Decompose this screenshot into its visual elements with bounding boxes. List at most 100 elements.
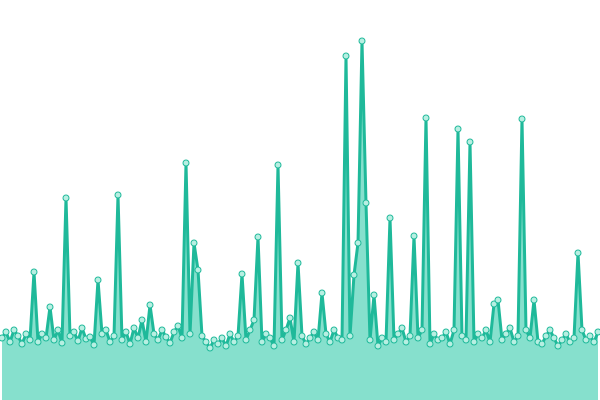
point (590, 338, 598, 346)
point (470, 338, 478, 346)
point (522, 326, 530, 334)
point (354, 239, 362, 247)
point (306, 334, 314, 342)
point (90, 341, 98, 349)
point (326, 338, 334, 346)
point (42, 334, 50, 342)
point (542, 332, 550, 340)
point (430, 330, 438, 338)
point (390, 336, 398, 344)
point (402, 338, 410, 346)
point (454, 125, 462, 133)
point (466, 138, 474, 146)
point (178, 334, 186, 342)
point (398, 324, 406, 332)
point (338, 336, 346, 344)
point (6, 338, 14, 346)
point (298, 332, 306, 340)
point (242, 336, 250, 344)
point (582, 336, 590, 344)
point (478, 334, 486, 342)
point (2, 328, 10, 336)
point (446, 340, 454, 348)
point (586, 332, 594, 340)
point (278, 336, 286, 344)
point (66, 332, 74, 340)
point (358, 37, 366, 45)
point (162, 333, 170, 341)
point (262, 330, 270, 338)
point (558, 336, 566, 344)
point (530, 296, 538, 304)
point (254, 233, 262, 241)
point (218, 334, 226, 342)
point (62, 194, 70, 202)
point (490, 300, 498, 308)
point (126, 340, 134, 348)
point (110, 332, 118, 340)
point (78, 324, 86, 332)
point (414, 334, 422, 342)
point (474, 330, 482, 338)
point (138, 316, 146, 324)
point (378, 334, 386, 342)
point (0, 334, 6, 342)
point (146, 301, 154, 309)
point (246, 326, 254, 334)
point (318, 289, 326, 297)
point (134, 334, 142, 342)
point (538, 340, 546, 348)
point (170, 328, 178, 336)
point (230, 338, 238, 346)
point (346, 332, 354, 340)
point (202, 338, 210, 346)
point (266, 334, 274, 342)
point (550, 334, 558, 342)
point (506, 324, 514, 332)
point (34, 338, 42, 346)
point (342, 52, 350, 60)
point (518, 115, 526, 123)
point (486, 338, 494, 346)
point (570, 334, 578, 342)
point (502, 330, 510, 338)
point (482, 326, 490, 334)
point (182, 159, 190, 167)
point (330, 326, 338, 334)
point (510, 338, 518, 346)
point (22, 330, 30, 338)
point (294, 259, 302, 267)
point (234, 332, 242, 340)
point (494, 296, 502, 304)
point (366, 336, 374, 344)
point (118, 336, 126, 344)
point (74, 337, 82, 345)
point (222, 342, 230, 350)
point (410, 232, 418, 240)
point (370, 291, 378, 299)
point (426, 340, 434, 348)
point (122, 328, 130, 336)
point (438, 334, 446, 342)
point (458, 332, 466, 340)
point (26, 336, 34, 344)
point (270, 342, 278, 350)
point (102, 326, 110, 334)
point (498, 336, 506, 344)
point (18, 340, 26, 348)
point (578, 326, 586, 334)
point (258, 338, 266, 346)
point (106, 338, 114, 346)
point (186, 330, 194, 338)
area-line (0, 39, 600, 350)
point (50, 336, 58, 344)
point (566, 338, 574, 346)
point (406, 332, 414, 340)
point (142, 338, 150, 346)
point (394, 330, 402, 338)
point (302, 340, 310, 348)
point (386, 214, 394, 222)
point (442, 328, 450, 336)
point (114, 191, 122, 199)
